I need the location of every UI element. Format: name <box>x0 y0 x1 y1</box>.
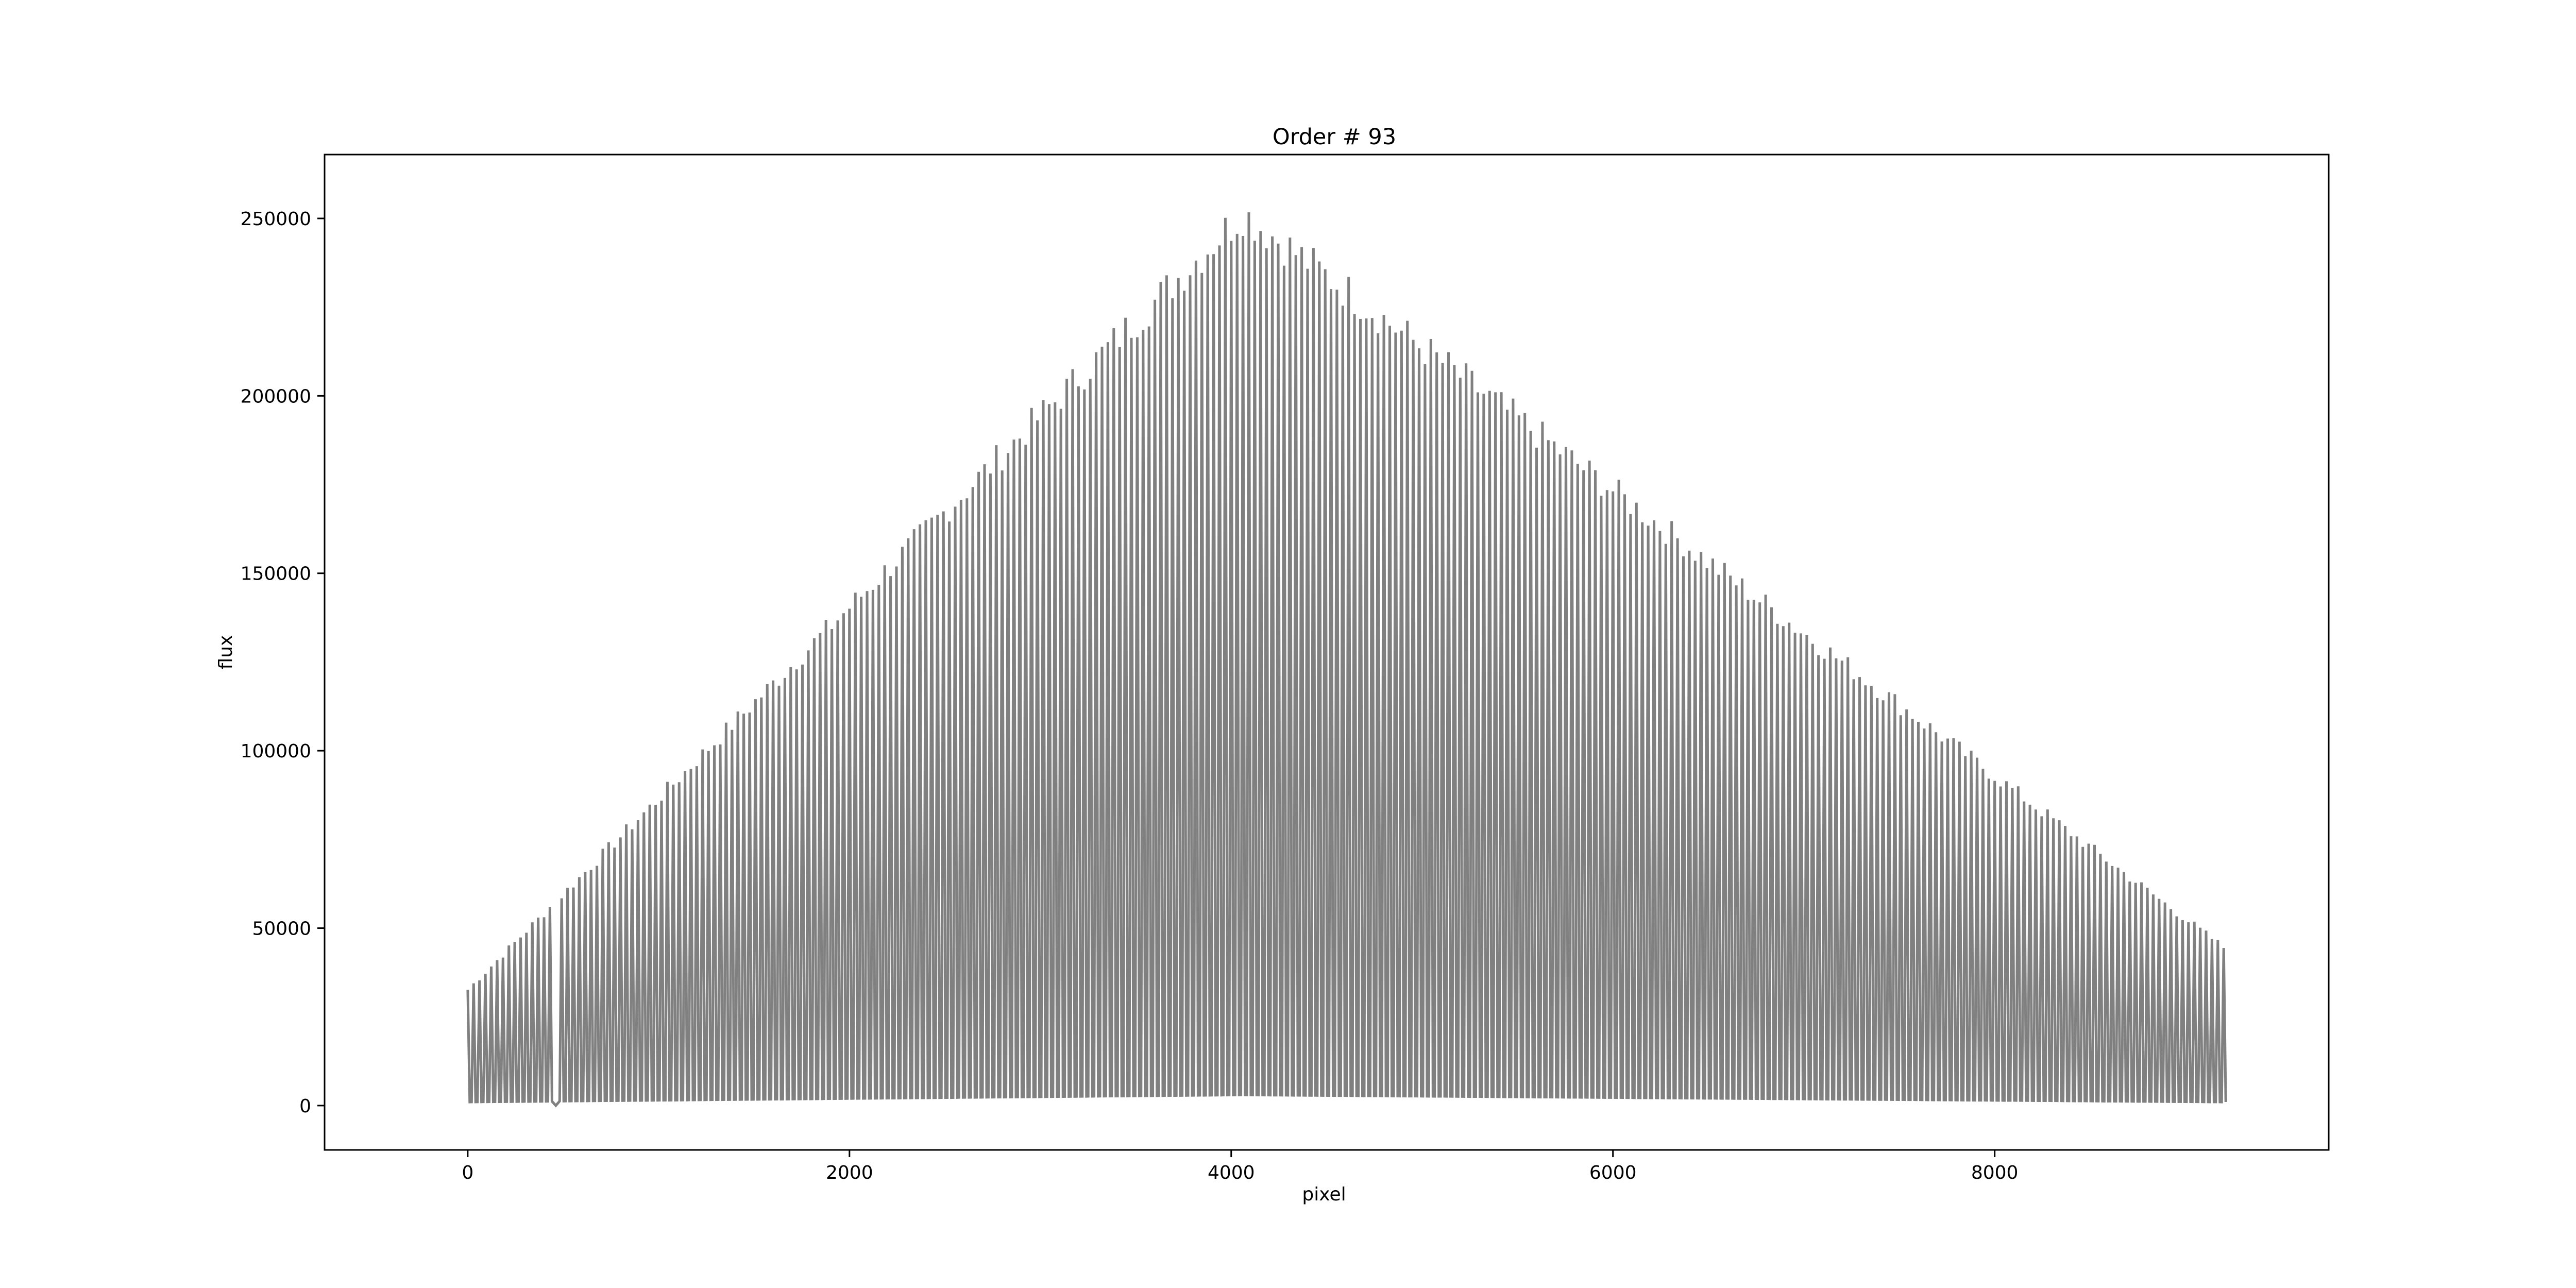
y-tick-label: 50000 <box>252 919 311 940</box>
x-tick-label: 2000 <box>826 1162 873 1183</box>
y-tick-label: 200000 <box>241 386 311 407</box>
x-tick-label: 6000 <box>1589 1162 1637 1183</box>
series-line-flux <box>466 212 2227 1108</box>
x-axis-title: pixel <box>1302 1184 1346 1205</box>
y-tick-label: 250000 <box>241 209 311 230</box>
x-tick-label: 0 <box>462 1162 473 1183</box>
chart-title: Order # 93 <box>1273 124 1396 150</box>
x-axis: 0 2000 4000 6000 8000 <box>462 1150 2018 1183</box>
plot-area <box>466 212 2227 1108</box>
x-tick-label: 4000 <box>1208 1162 1255 1183</box>
x-tick-label: 8000 <box>1971 1162 2019 1183</box>
axes-frame <box>324 154 2330 1151</box>
y-tick-label: 100000 <box>241 741 311 762</box>
y-axis: 0 50000 100000 150000 200000 250000 <box>241 209 325 1117</box>
y-axis-title: flux <box>215 635 236 670</box>
y-tick-label: 0 <box>299 1096 311 1117</box>
y-tick-label: 150000 <box>241 564 311 585</box>
